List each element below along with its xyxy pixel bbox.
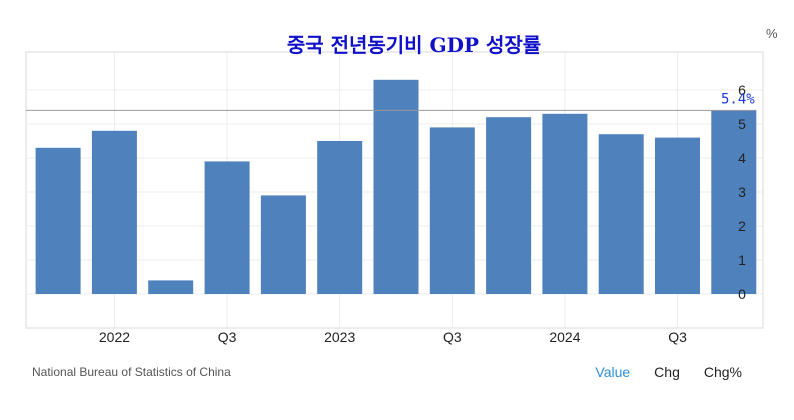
- view-tabs: Value Chg Chg%: [583, 362, 754, 382]
- tab-value[interactable]: Value: [595, 364, 631, 380]
- unit-label: %: [766, 26, 778, 41]
- bar[interactable]: [373, 79, 419, 294]
- tab-chg-percent[interactable]: Chg%: [703, 364, 742, 380]
- y-tick-label: 6: [738, 82, 746, 98]
- bar[interactable]: [260, 195, 306, 294]
- bar[interactable]: [542, 113, 588, 294]
- bar[interactable]: [598, 134, 644, 294]
- y-tick-label: 4: [738, 150, 746, 166]
- bar[interactable]: [204, 161, 250, 294]
- bar[interactable]: [711, 110, 757, 295]
- last-value-label: 5.4%: [721, 91, 755, 107]
- bar[interactable]: [317, 141, 363, 294]
- y-tick-labels: 0 1 2 3 4 5 6: [738, 82, 746, 302]
- y-tick-label: 1: [738, 252, 746, 268]
- bar[interactable]: [429, 127, 475, 295]
- x-tick-label: Q3: [218, 329, 237, 345]
- tab-chg[interactable]: Chg: [654, 364, 680, 380]
- y-tick-label: 5: [738, 116, 746, 132]
- y-tick-label: 0: [738, 286, 746, 302]
- source-label: National Bureau of Statistics of China: [32, 365, 231, 379]
- y-tick-label: 2: [738, 218, 746, 234]
- x-tick-label: Q3: [668, 329, 687, 345]
- bar[interactable]: [91, 130, 137, 294]
- bar[interactable]: [655, 137, 700, 294]
- x-tick-label: 2024: [549, 329, 580, 345]
- bar[interactable]: [486, 117, 532, 294]
- bars: [35, 79, 757, 295]
- x-tick-label: 2023: [324, 329, 355, 345]
- y-tick-label: 3: [738, 184, 746, 200]
- x-tick-label: 2022: [99, 329, 130, 345]
- chart-title: 중국 전년동기비 GDP 성장률: [287, 33, 541, 57]
- x-tick-labels: 2022 Q3 2023 Q3 2024 Q3: [99, 329, 687, 345]
- x-tick-label: Q3: [443, 329, 462, 345]
- bar[interactable]: [148, 280, 194, 294]
- bar[interactable]: [35, 147, 81, 294]
